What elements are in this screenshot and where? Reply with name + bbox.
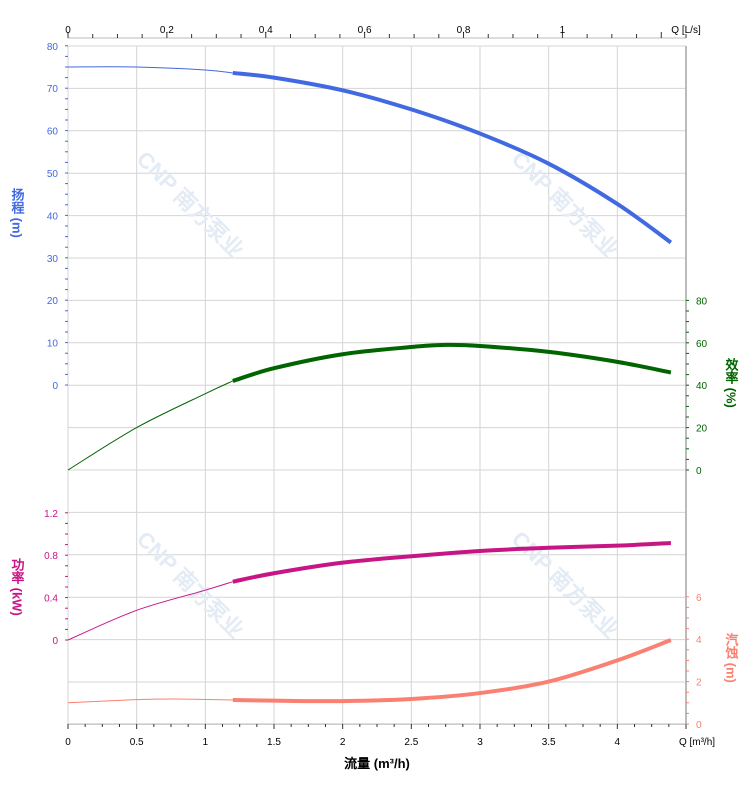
y-tick-label: 6 xyxy=(696,593,702,604)
top-tick-label: 0.6 xyxy=(358,25,372,36)
x-tick-label: 2 xyxy=(340,737,346,748)
efficiency-axis-title: 效率 (%) xyxy=(724,357,739,407)
head-axis-title: 扬程 (m) xyxy=(10,187,25,237)
top-tick-label: 0.4 xyxy=(259,25,273,36)
y-tick-label: 1.2 xyxy=(44,509,58,520)
y-tick-label: 10 xyxy=(47,339,59,350)
y-tick-label: 2 xyxy=(696,678,702,689)
y-tick-label: 70 xyxy=(47,84,59,95)
x-tick-label: 2.5 xyxy=(404,737,418,748)
y-tick-label: 40 xyxy=(696,381,708,392)
top-tick-label: 0.2 xyxy=(160,25,174,36)
top-unit-label: Q [L/s] xyxy=(671,25,701,36)
y-tick-label: 0 xyxy=(52,636,58,647)
y-tick-label: 30 xyxy=(47,254,59,265)
curve-1 xyxy=(232,342,672,383)
y-tick-label: 40 xyxy=(47,211,59,222)
y-tick-label: 20 xyxy=(47,296,59,307)
y-tick-label: 60 xyxy=(47,127,59,138)
y-tick-label: 80 xyxy=(696,296,708,307)
y-tick-label: 0 xyxy=(52,381,58,392)
y-tick-label: 20 xyxy=(696,424,708,435)
npsh-axis-title: 汽蚀 (m) xyxy=(724,632,740,682)
watermark: CNP 南方泵业 xyxy=(507,526,624,643)
top-tick-label: 0.8 xyxy=(457,25,471,36)
y-tick-label: 0 xyxy=(696,466,702,477)
watermark: CNP 南方泵业 xyxy=(132,526,249,643)
x-tick-label: 0.5 xyxy=(130,737,144,748)
y-tick-label: 60 xyxy=(696,339,708,350)
curve-0 xyxy=(232,70,673,245)
curve-thin-3 xyxy=(67,698,233,704)
curve-3 xyxy=(232,638,672,704)
x-tick-label: 4 xyxy=(615,737,621,748)
curve-thin-2 xyxy=(67,581,233,641)
x-tick-label: 1.5 xyxy=(267,737,281,748)
curve-thin-0 xyxy=(67,66,233,74)
watermark: CNP 南方泵业 xyxy=(507,146,624,263)
x-unit-label: Q [m³/h] xyxy=(679,737,715,748)
y-tick-label: 0.8 xyxy=(44,551,58,562)
axes: 0 0.5 1 1.5 2 2.5 3 3.5 40 0.2 0.4 0.6 0.8 1010203040… xyxy=(44,25,707,748)
top-tick-label: 1 xyxy=(560,25,566,36)
x-axis-title: 流量 (m³/h) xyxy=(344,756,410,771)
y-tick-label: 0.4 xyxy=(44,594,58,605)
y-tick-label: 0 xyxy=(696,720,702,731)
x-tick-label: 1 xyxy=(203,737,209,748)
curve-2 xyxy=(232,541,671,584)
x-tick-label: 3 xyxy=(477,737,483,748)
x-tick-label: 3.5 xyxy=(542,737,556,748)
curves xyxy=(67,66,673,704)
y-tick-label: 4 xyxy=(696,635,702,646)
y-tick-label: 80 xyxy=(47,42,59,53)
x-tick-label: 0 xyxy=(65,737,71,748)
y-tick-label: 50 xyxy=(47,169,59,180)
top-tick-label: 0 xyxy=(65,25,71,36)
curve-thin-1 xyxy=(67,380,234,471)
power-axis-title: 功率 (kW) xyxy=(10,558,25,616)
watermark: CNP 南方泵业 xyxy=(132,146,249,263)
